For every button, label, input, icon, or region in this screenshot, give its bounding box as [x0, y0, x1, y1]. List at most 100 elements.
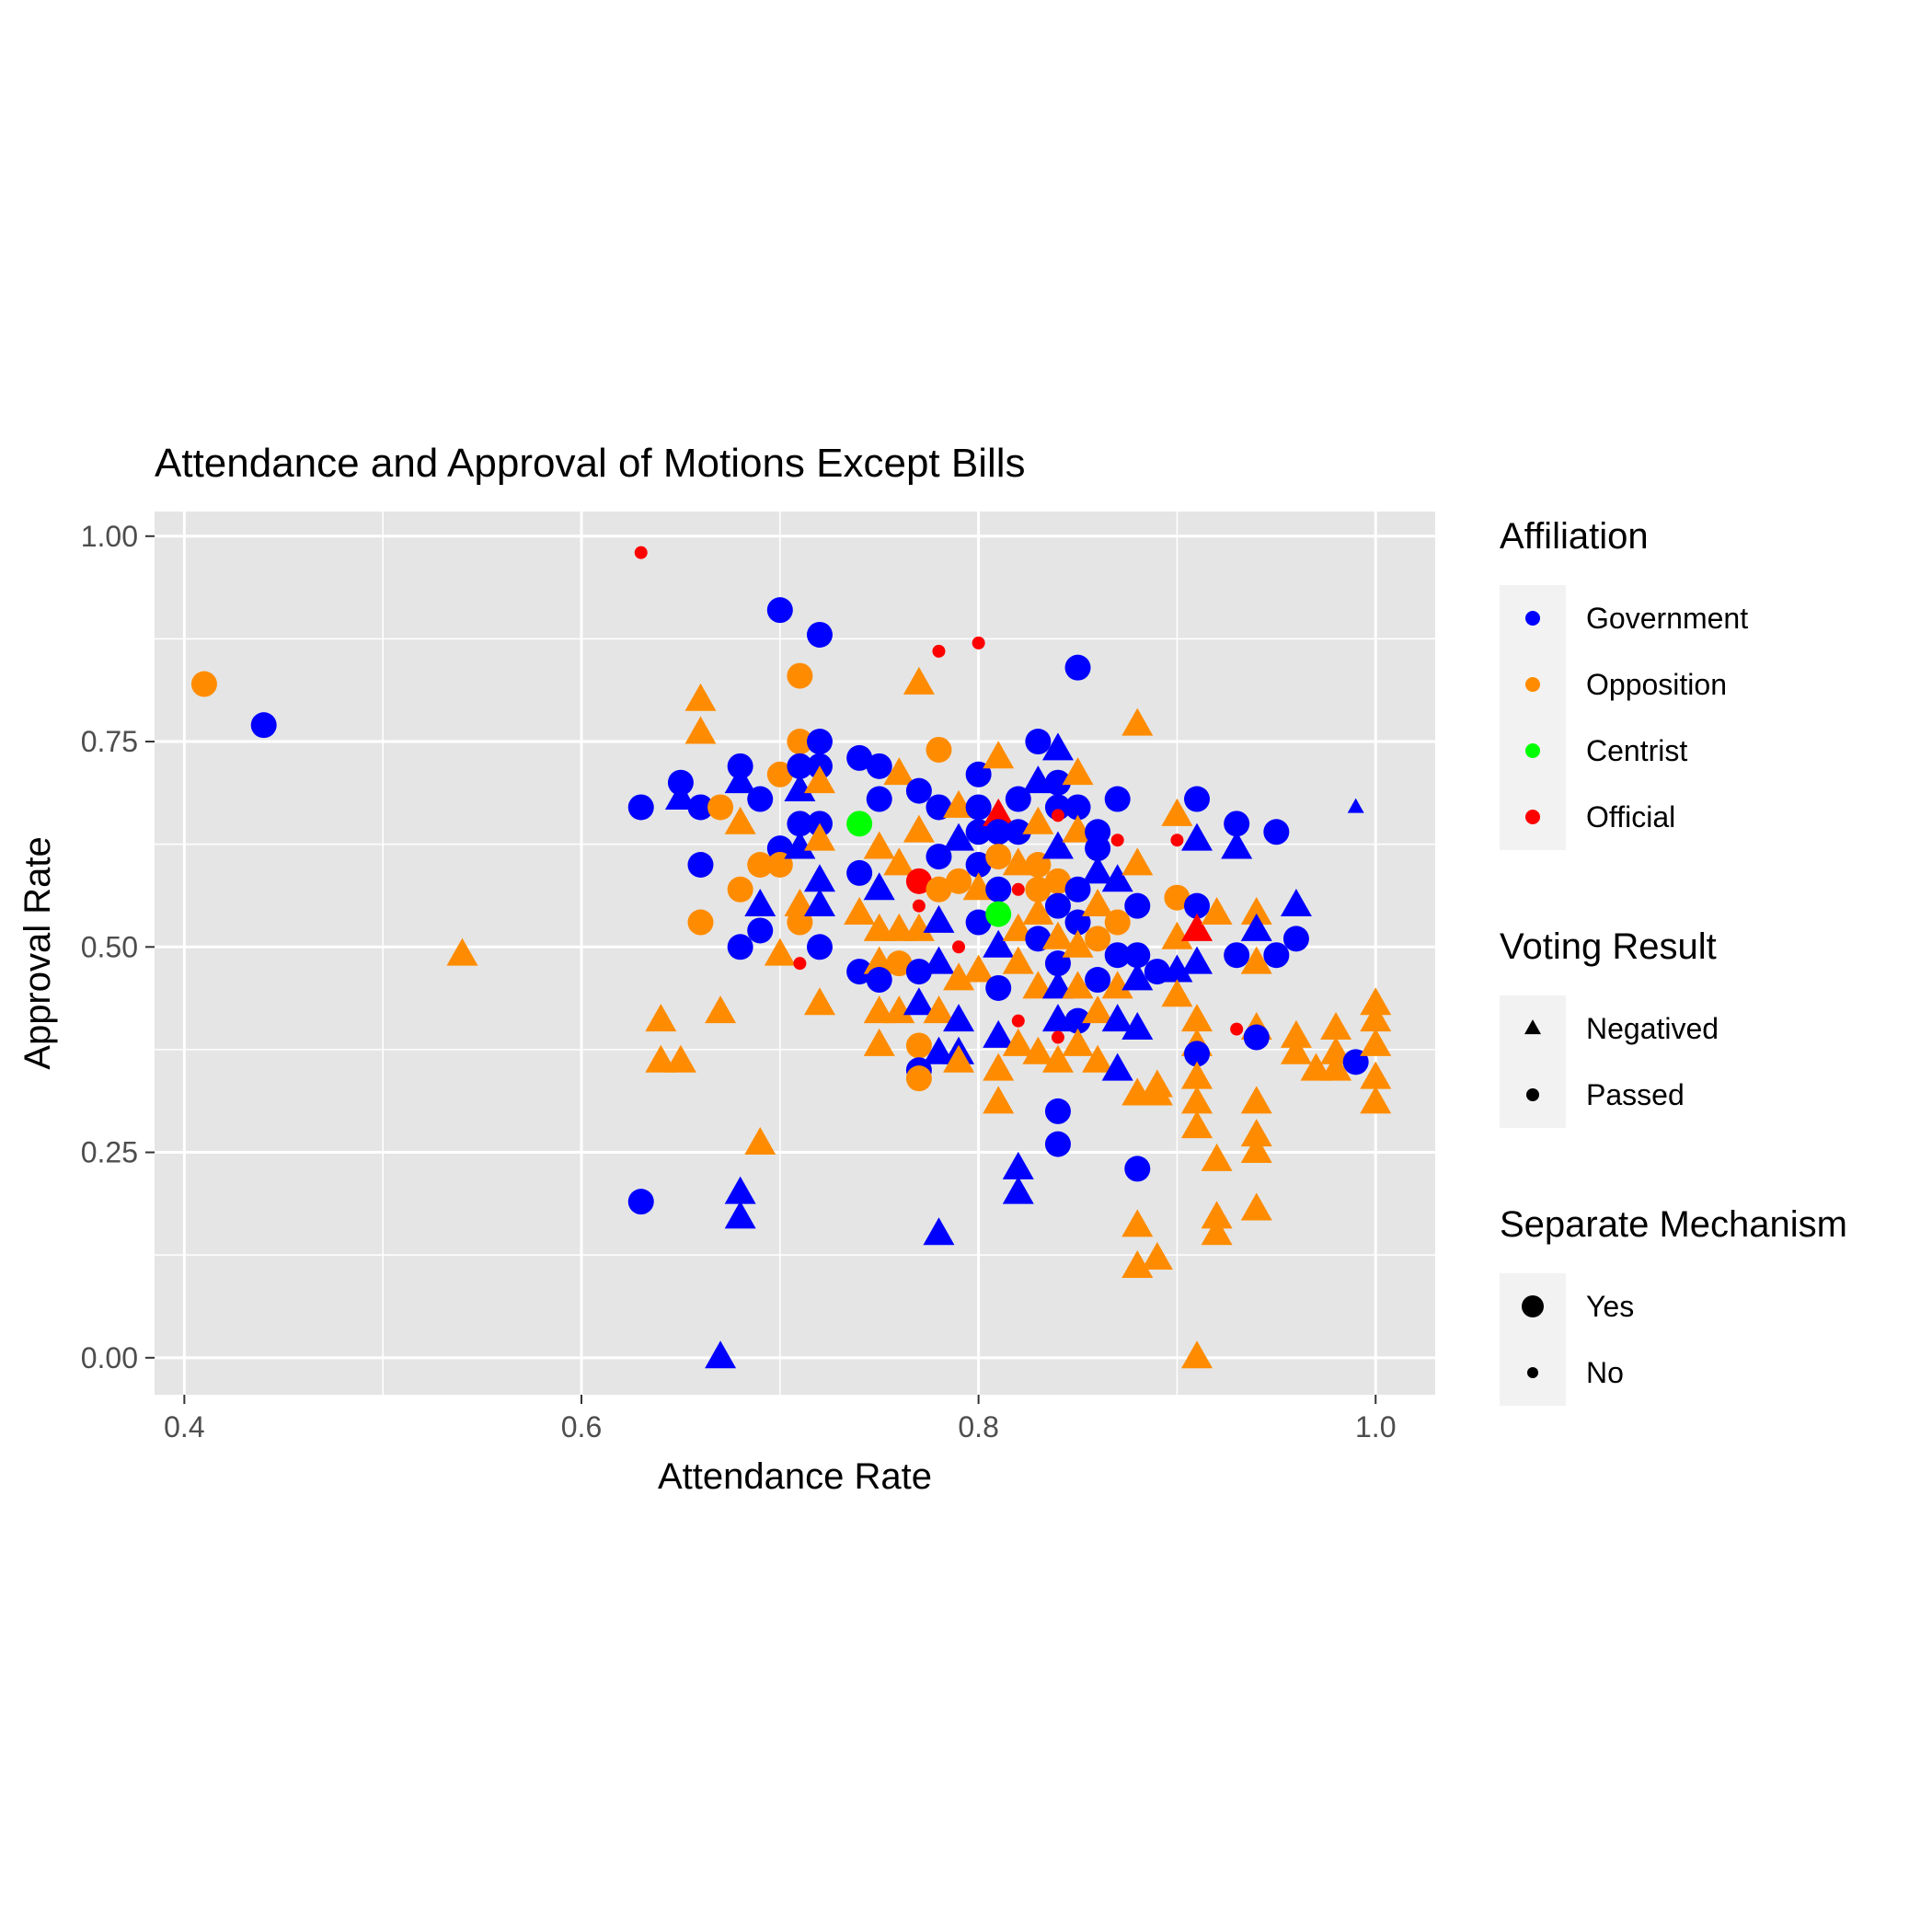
- data-point: [1141, 1242, 1173, 1271]
- data-point: [1221, 831, 1253, 859]
- data-point: [985, 819, 1012, 845]
- y-tick-label: 1.00: [81, 520, 138, 553]
- data-point: [1201, 896, 1233, 925]
- data-point: [1161, 798, 1193, 826]
- data-point: [1181, 946, 1213, 974]
- data-point: [1184, 892, 1211, 919]
- x-tick-label: 0.6: [561, 1410, 602, 1443]
- data-point: [923, 946, 955, 974]
- data-point: [912, 899, 926, 913]
- data-point: [1041, 1044, 1074, 1073]
- data-point: [965, 794, 992, 821]
- data-point: [926, 736, 952, 763]
- data-point: [1062, 757, 1094, 786]
- data-point: [905, 1065, 932, 1092]
- data-point: [1051, 1030, 1064, 1044]
- data-point: [1025, 729, 1052, 755]
- data-point: [962, 954, 995, 983]
- data-point: [664, 781, 696, 810]
- chart-title: Attendance and Approval of Motions Excep…: [155, 441, 1026, 486]
- data-point: [806, 934, 833, 960]
- data-point: [446, 937, 478, 966]
- data-point: [1022, 971, 1054, 999]
- data-point: [1002, 1176, 1034, 1204]
- legend-title: Voting Result: [1500, 926, 1717, 967]
- legend-label: No: [1586, 1356, 1624, 1389]
- legend-label: Negatived: [1586, 1012, 1719, 1045]
- data-point: [684, 683, 717, 711]
- data-point: [747, 786, 774, 812]
- data-point: [1064, 1007, 1091, 1034]
- data-point: [1101, 864, 1133, 892]
- axes: 0.4 0.6 0.8 1.0 0.00 0.25 0.50 0.75 1.00: [81, 520, 1397, 1443]
- data-point: [784, 889, 816, 917]
- data-point: [1347, 798, 1364, 813]
- data-point: [903, 666, 935, 695]
- data-point: [1110, 834, 1124, 847]
- data-point: [1101, 971, 1133, 999]
- data-point: [866, 786, 892, 812]
- data-point: [787, 811, 813, 837]
- data-point: [803, 765, 835, 794]
- data-point: [1360, 1086, 1392, 1114]
- data-point: [943, 962, 975, 991]
- data-point: [1104, 786, 1131, 812]
- data-point: [1005, 819, 1031, 845]
- data-point: [787, 753, 813, 779]
- data-point: [1201, 1143, 1233, 1171]
- data-point: [747, 852, 774, 878]
- legend-label: Yes: [1586, 1290, 1634, 1323]
- data-point: [903, 987, 935, 1016]
- data-point: [1360, 1028, 1392, 1056]
- data-point: [985, 974, 1012, 1001]
- data-point: [983, 929, 1015, 958]
- legend-title: Affiliation: [1500, 516, 1649, 557]
- data-point: [1044, 892, 1071, 919]
- data-point: [923, 904, 955, 933]
- data-point: [1164, 884, 1190, 911]
- data-point: [1230, 1022, 1244, 1036]
- legend-label: Government: [1586, 602, 1748, 635]
- x-tick-label: 0.4: [164, 1410, 204, 1443]
- legend-key-background: [1500, 585, 1566, 850]
- data-point: [943, 822, 975, 851]
- legend-voting-result: Voting Result Negatived Passed: [1500, 926, 1719, 1128]
- data-point: [1124, 1156, 1151, 1182]
- data-point: [1161, 954, 1193, 983]
- data-point: [1141, 1077, 1173, 1106]
- data-point: [846, 744, 873, 771]
- data-point: [1240, 896, 1272, 925]
- data-point: [687, 852, 714, 878]
- data-point: [1041, 921, 1074, 949]
- legend-swatch: [1525, 611, 1540, 626]
- data-point: [784, 774, 816, 802]
- data-point: [684, 716, 717, 744]
- data-point: [903, 913, 935, 941]
- data-point: [905, 868, 932, 894]
- data-point: [1144, 959, 1170, 985]
- legend: Affiliation Government Opposition Centrist O…: [1500, 516, 1847, 1406]
- data-point: [1181, 1086, 1213, 1114]
- data-point: [1124, 892, 1151, 919]
- legend-key-background: [1500, 1273, 1566, 1406]
- data-point: [863, 831, 895, 859]
- data-point: [1320, 1012, 1352, 1041]
- data-point: [1002, 913, 1034, 941]
- data-point: [1041, 732, 1074, 761]
- data-point: [1243, 1024, 1270, 1051]
- data-point: [634, 546, 648, 559]
- data-point: [863, 913, 895, 941]
- data-point: [1044, 769, 1071, 796]
- data-point: [1181, 1004, 1213, 1032]
- data-point: [705, 995, 737, 1024]
- data-point: [1064, 794, 1091, 821]
- data-point: [1121, 1209, 1154, 1237]
- legend-label: Passed: [1586, 1078, 1685, 1111]
- y-tick-label: 0.50: [81, 930, 138, 963]
- data-point: [1011, 882, 1025, 896]
- data-point: [766, 597, 793, 624]
- data-point: [1280, 1019, 1312, 1048]
- data-point: [1062, 929, 1094, 958]
- data-point: [985, 876, 1012, 903]
